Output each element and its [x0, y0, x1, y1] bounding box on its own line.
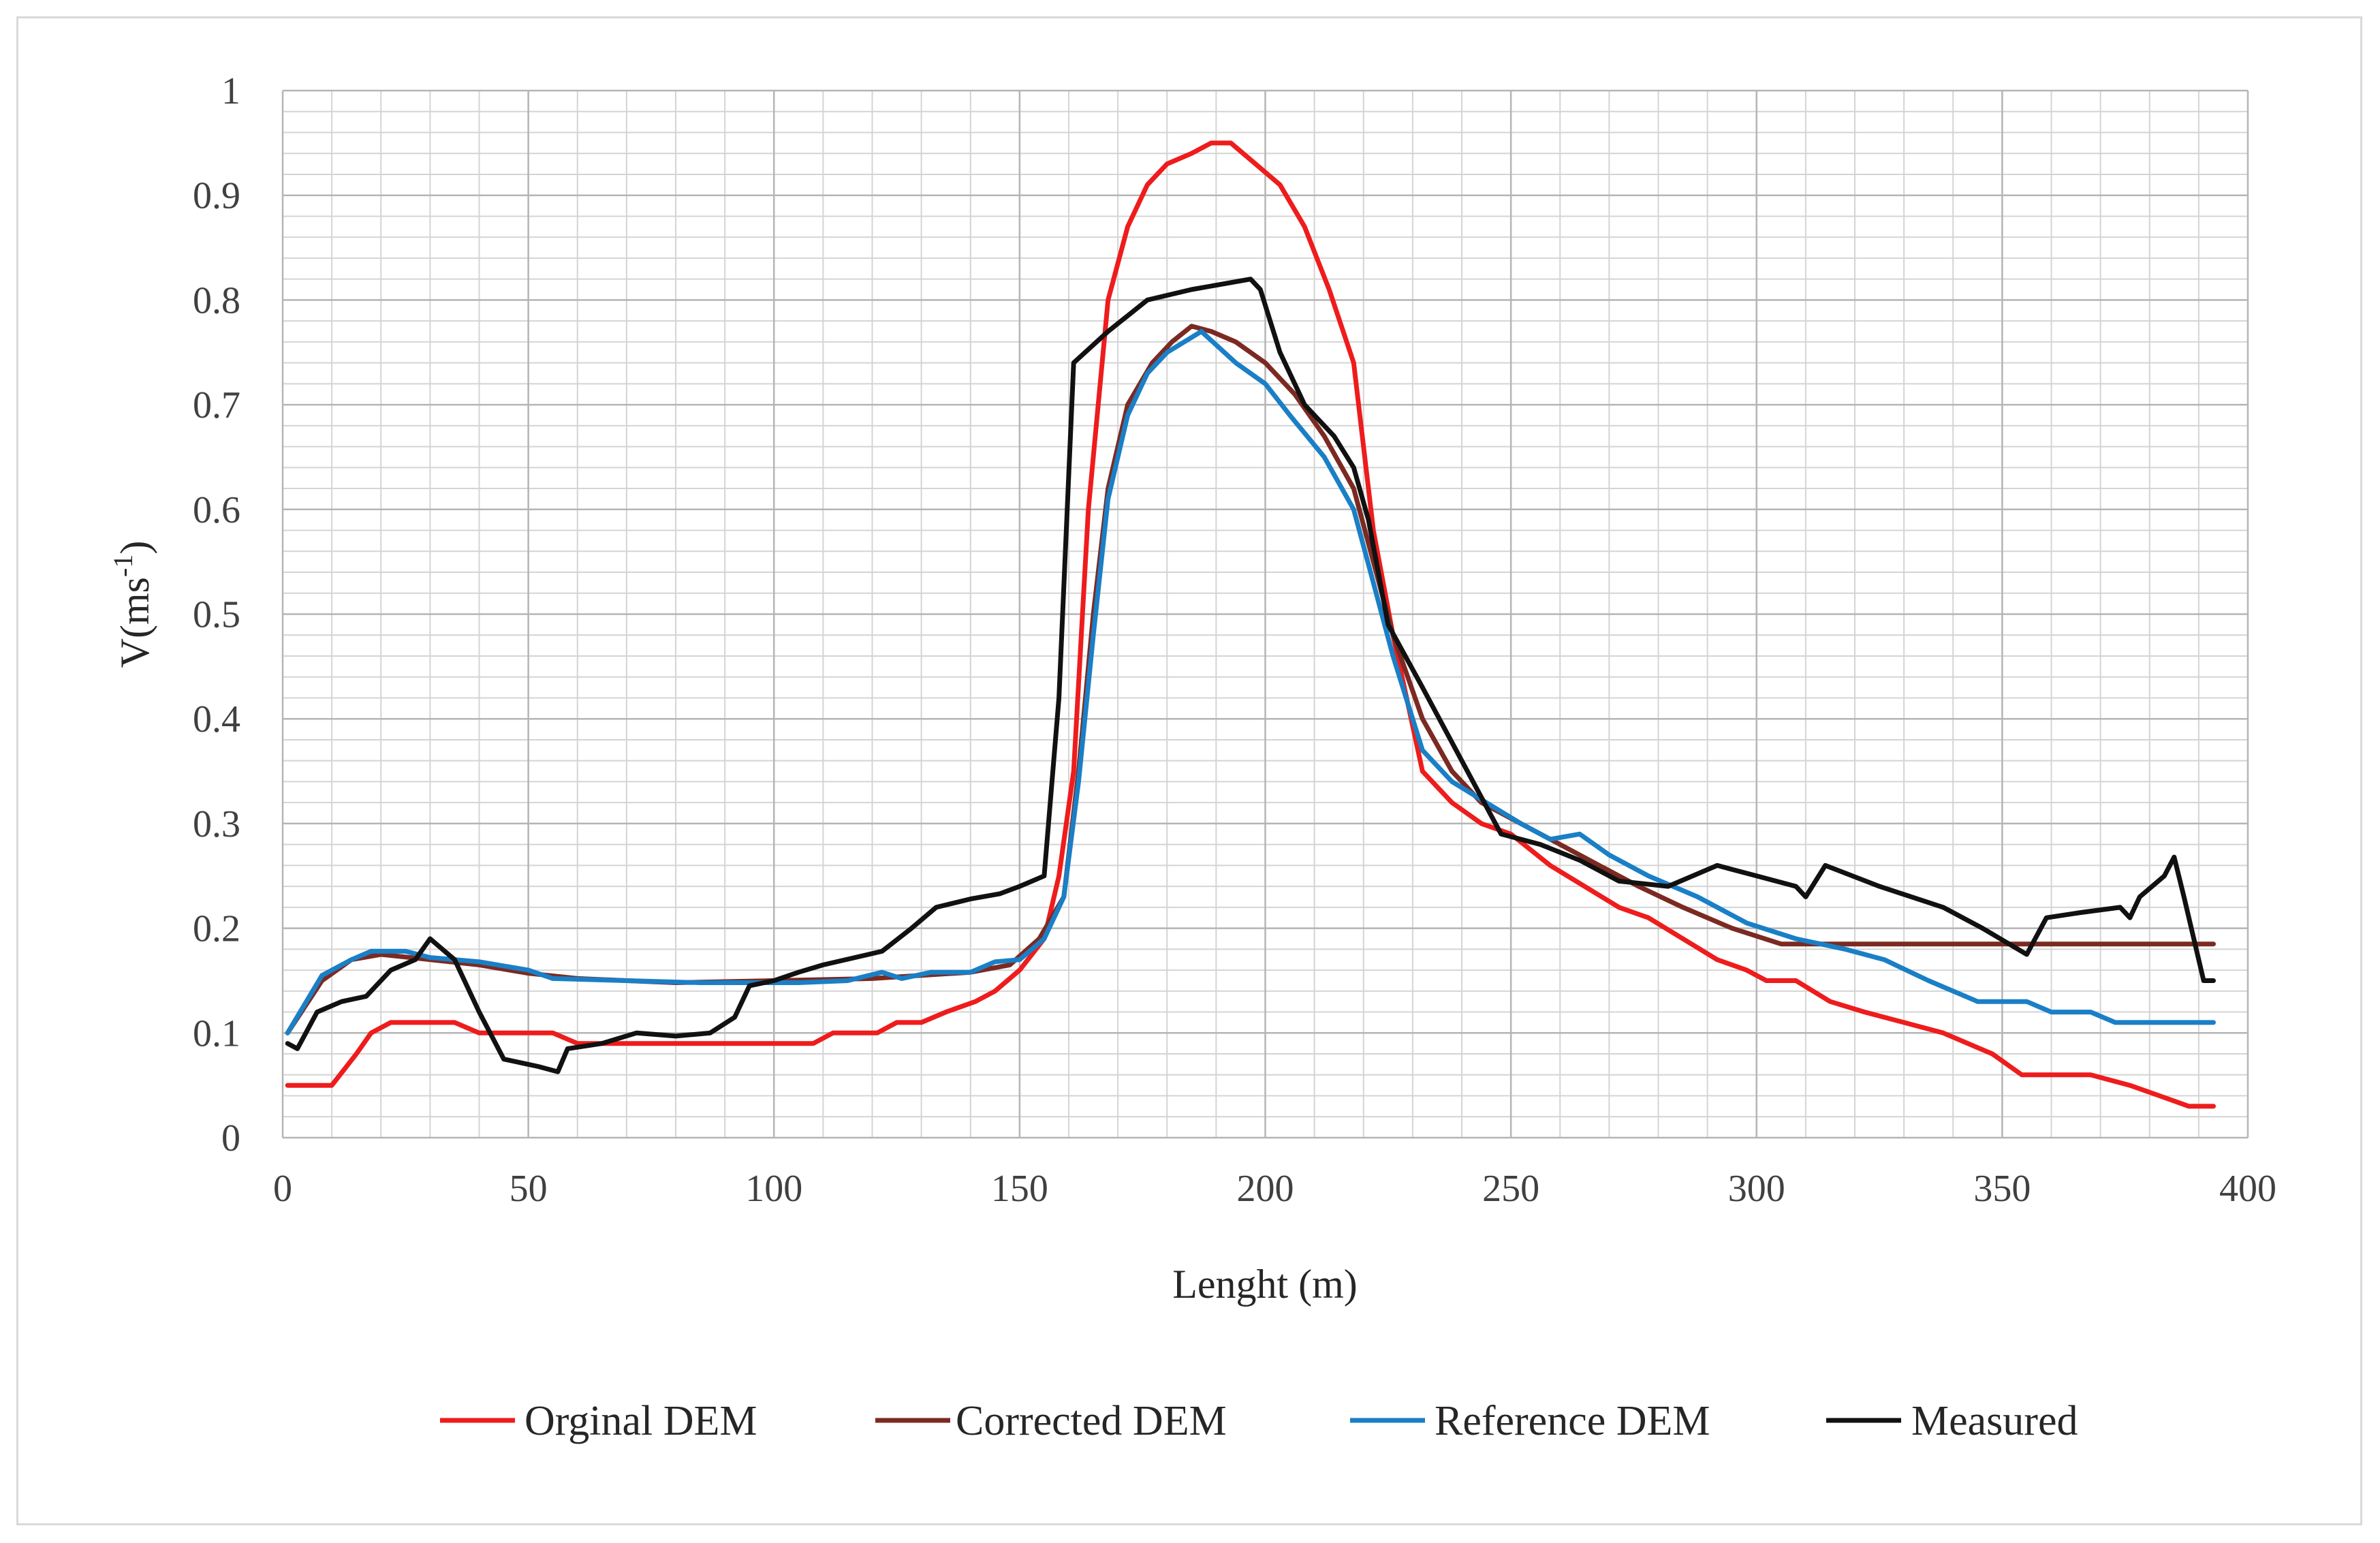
legend-label: Reference DEM [1435, 1398, 1710, 1444]
legend-item-corrected-dem: Corrected DEM [875, 1398, 1227, 1444]
y-axis-tick-labels: 0 0.1 0.2 0.3 0.4 0.5 0.6 0.7 0.8 0.9 1 [193, 70, 240, 1159]
y-tick-label: 0.5 [193, 594, 240, 636]
legend-label: Corrected DEM [956, 1398, 1227, 1444]
legend-item-orginal-dem: Orginal DEM [440, 1398, 757, 1444]
x-tick-label: 100 [745, 1168, 802, 1210]
y-axis-title-superscript: -1 [108, 555, 138, 577]
x-tick-label: 300 [1728, 1168, 1785, 1210]
x-axis-tick-labels: 0 50 100 150 200 250 300 350 400 [273, 1168, 2276, 1210]
y-tick-label: 0.2 [193, 908, 240, 950]
x-tick-label: 400 [2219, 1168, 2276, 1210]
y-tick-label: 0.7 [193, 384, 240, 426]
y-tick-label: 0.1 [193, 1012, 240, 1055]
y-tick-label: 0 [221, 1117, 240, 1159]
legend: Orginal DEM Corrected DEM Reference DEM … [440, 1398, 2078, 1444]
series-lines [285, 140, 2216, 1109]
y-tick-label: 0.4 [193, 698, 240, 741]
x-tick-label: 150 [991, 1168, 1048, 1210]
y-tick-label: 0.3 [193, 803, 240, 845]
y-axis-title-main: V(ms [112, 577, 157, 668]
x-tick-label: 0 [273, 1168, 292, 1210]
chart-frame [16, 16, 2362, 1525]
series-line-measured [285, 277, 2216, 1074]
legend-label: Measured [1911, 1398, 2078, 1444]
series-line-reference-dem [285, 329, 2216, 1035]
legend-item-measured: Measured [1826, 1398, 2078, 1444]
x-tick-label: 350 [1973, 1168, 2031, 1210]
y-axis-title: V(ms-1) [108, 541, 157, 668]
x-tick-label: 200 [1237, 1168, 1294, 1210]
y-tick-label: 1 [221, 70, 240, 112]
series-line-orginal-dem [285, 140, 2216, 1109]
legend-label: Orginal DEM [524, 1398, 757, 1444]
y-tick-label: 0.9 [193, 175, 240, 217]
y-axis-title-close: ) [112, 541, 157, 555]
series-line-corrected-dem [285, 324, 2216, 1035]
x-axis-title: Lenght (m) [1172, 1262, 1358, 1307]
x-tick-label: 250 [1482, 1168, 1539, 1210]
y-tick-label: 0.6 [193, 489, 240, 531]
y-tick-label: 0.8 [193, 279, 240, 322]
legend-item-reference-dem: Reference DEM [1350, 1398, 1710, 1444]
x-tick-label: 50 [510, 1168, 548, 1210]
